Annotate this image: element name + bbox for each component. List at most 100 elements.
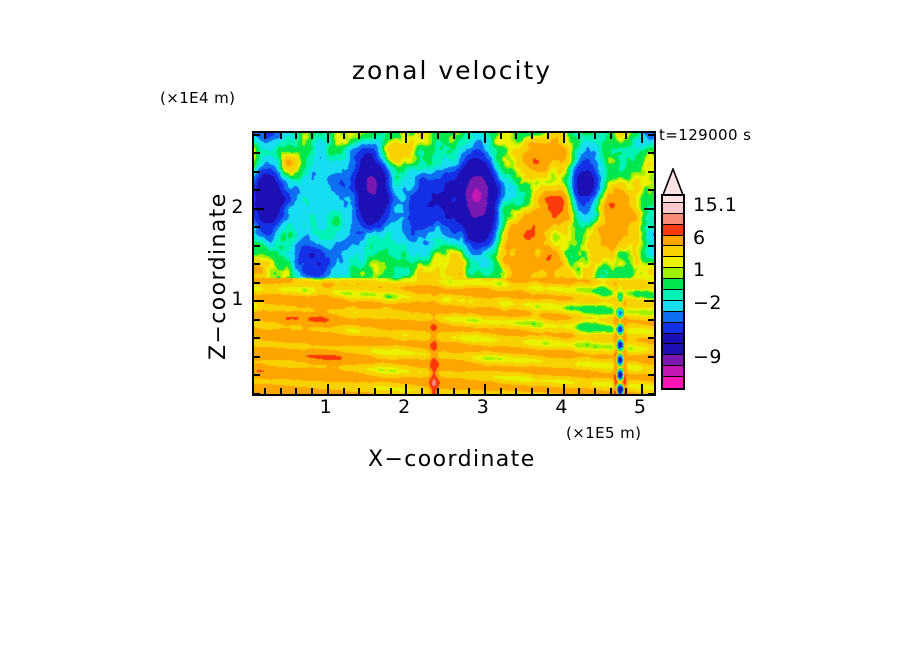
x-minor-tick: [279, 388, 282, 394]
x-minor-tick: [609, 388, 612, 394]
colorbar-band-separator: [663, 223, 683, 225]
x-minor-tick-top: [374, 133, 377, 139]
colorbar-band: [663, 290, 683, 301]
x-minor-tick: [452, 388, 455, 394]
y-major-tick: [254, 300, 264, 303]
colorbar-band: [663, 300, 683, 312]
x-minor-tick: [515, 388, 518, 394]
x-minor-tick: [264, 388, 266, 394]
colorbar-band-separator: [663, 278, 683, 280]
y-minor-tick: [254, 152, 260, 155]
colorbar-band-separator: [663, 354, 683, 356]
x-minor-tick: [389, 388, 392, 394]
y-minor-tick-right: [648, 170, 654, 173]
x-minor-tick-top: [499, 133, 502, 139]
x-tick-label: 3: [476, 396, 490, 418]
y-major-tick: [254, 207, 264, 210]
x-minor-tick: [594, 388, 597, 394]
x-minor-tick: [436, 388, 439, 394]
colorbar-label: 1: [693, 259, 706, 282]
y-minor-tick-right: [648, 189, 654, 192]
colorbar-band: [663, 202, 683, 214]
colorbar-band: [663, 279, 683, 290]
y-minor-tick-right: [648, 263, 654, 266]
y-minor-tick: [254, 244, 260, 247]
colorbar-band: [663, 196, 683, 203]
y-minor-tick: [254, 355, 260, 358]
x-minor-tick: [358, 388, 361, 394]
x-minor-tick: [374, 388, 377, 394]
y-minor-tick: [254, 281, 260, 284]
x-minor-tick-top: [421, 133, 424, 139]
colorbar-band-separator: [663, 267, 683, 269]
x-major-tick: [484, 384, 487, 394]
y-tick-label: 1: [231, 288, 244, 311]
x-minor-tick: [546, 388, 549, 394]
colorbar-band: [663, 257, 683, 269]
y-minor-tick-right: [648, 244, 654, 247]
x-major-tick-top: [641, 133, 644, 143]
x-minor-tick-top: [594, 133, 597, 139]
colorbar-label: −2: [693, 291, 723, 314]
colorbar-band: [663, 333, 683, 345]
y-major-tick-right: [644, 300, 654, 303]
x-minor-tick-top: [515, 133, 518, 139]
x-minor-tick-top: [468, 133, 471, 139]
x-axis-unit-label: (×1E5 m): [566, 424, 642, 442]
y-minor-tick: [254, 393, 260, 395]
x-major-tick: [405, 384, 408, 394]
colorbar-band: [663, 224, 683, 236]
x-minor-tick-top: [546, 133, 549, 139]
x-tick-label: 1: [319, 396, 333, 418]
colorbar-label: 15.1: [693, 193, 738, 216]
contour-field-canvas: [254, 133, 654, 394]
colorbar-band-separator: [663, 212, 683, 214]
colorbar-band-separator: [663, 234, 683, 236]
colorbar-band-separator: [663, 321, 683, 323]
x-minor-tick-top: [358, 133, 361, 139]
y-minor-tick-right: [648, 281, 654, 284]
colorbar-band-separator: [663, 256, 683, 258]
colorbar-arrow-icon: [661, 168, 685, 196]
x-minor-tick: [342, 388, 345, 394]
x-minor-tick-top: [609, 133, 612, 139]
x-minor-tick: [421, 388, 424, 394]
y-minor-tick-right: [648, 318, 654, 321]
colorbar-band-separator: [663, 376, 683, 378]
colorbar-band: [663, 344, 683, 356]
plot-area: [252, 131, 656, 396]
colorbar-band: [663, 311, 683, 323]
y-major-tick-right: [644, 207, 654, 210]
y-minor-tick: [254, 374, 260, 377]
y-minor-tick-right: [648, 393, 654, 395]
x-minor-tick-top: [452, 133, 455, 139]
x-major-tick: [641, 384, 644, 394]
x-minor-tick-top: [295, 133, 298, 139]
x-minor-tick-top: [531, 133, 534, 139]
colorbar-band-separator: [663, 343, 683, 345]
x-minor-tick: [625, 388, 628, 394]
colorbar-band-separator: [663, 245, 683, 247]
colorbar-band-separator: [663, 299, 683, 301]
colorbar-band: [663, 377, 683, 388]
x-axis-title: X−coordinate: [368, 447, 536, 472]
colorbar-label: 6: [693, 226, 706, 249]
y-axis-title: Z−coordinate: [206, 192, 231, 360]
y-axis-unit-label: (×1E4 m): [160, 89, 236, 107]
time-annotation: t=129000 s: [659, 126, 752, 144]
colorbar-band: [663, 366, 683, 378]
x-minor-tick: [311, 388, 314, 394]
page-title: zonal velocity: [351, 56, 553, 85]
x-tick-label: 4: [555, 396, 568, 418]
colorbar-band-separator: [663, 365, 683, 367]
colorbar-band: [663, 268, 683, 280]
x-minor-tick: [499, 388, 502, 394]
colorbar-band-separator: [663, 310, 683, 312]
x-major-tick-top: [562, 133, 565, 143]
y-minor-tick: [254, 189, 260, 192]
x-major-tick-top: [326, 133, 329, 143]
colorbar-band-separator: [663, 289, 683, 290]
x-minor-tick-top: [311, 133, 314, 139]
y-minor-tick-right: [648, 133, 654, 136]
x-minor-tick-top: [578, 133, 581, 139]
